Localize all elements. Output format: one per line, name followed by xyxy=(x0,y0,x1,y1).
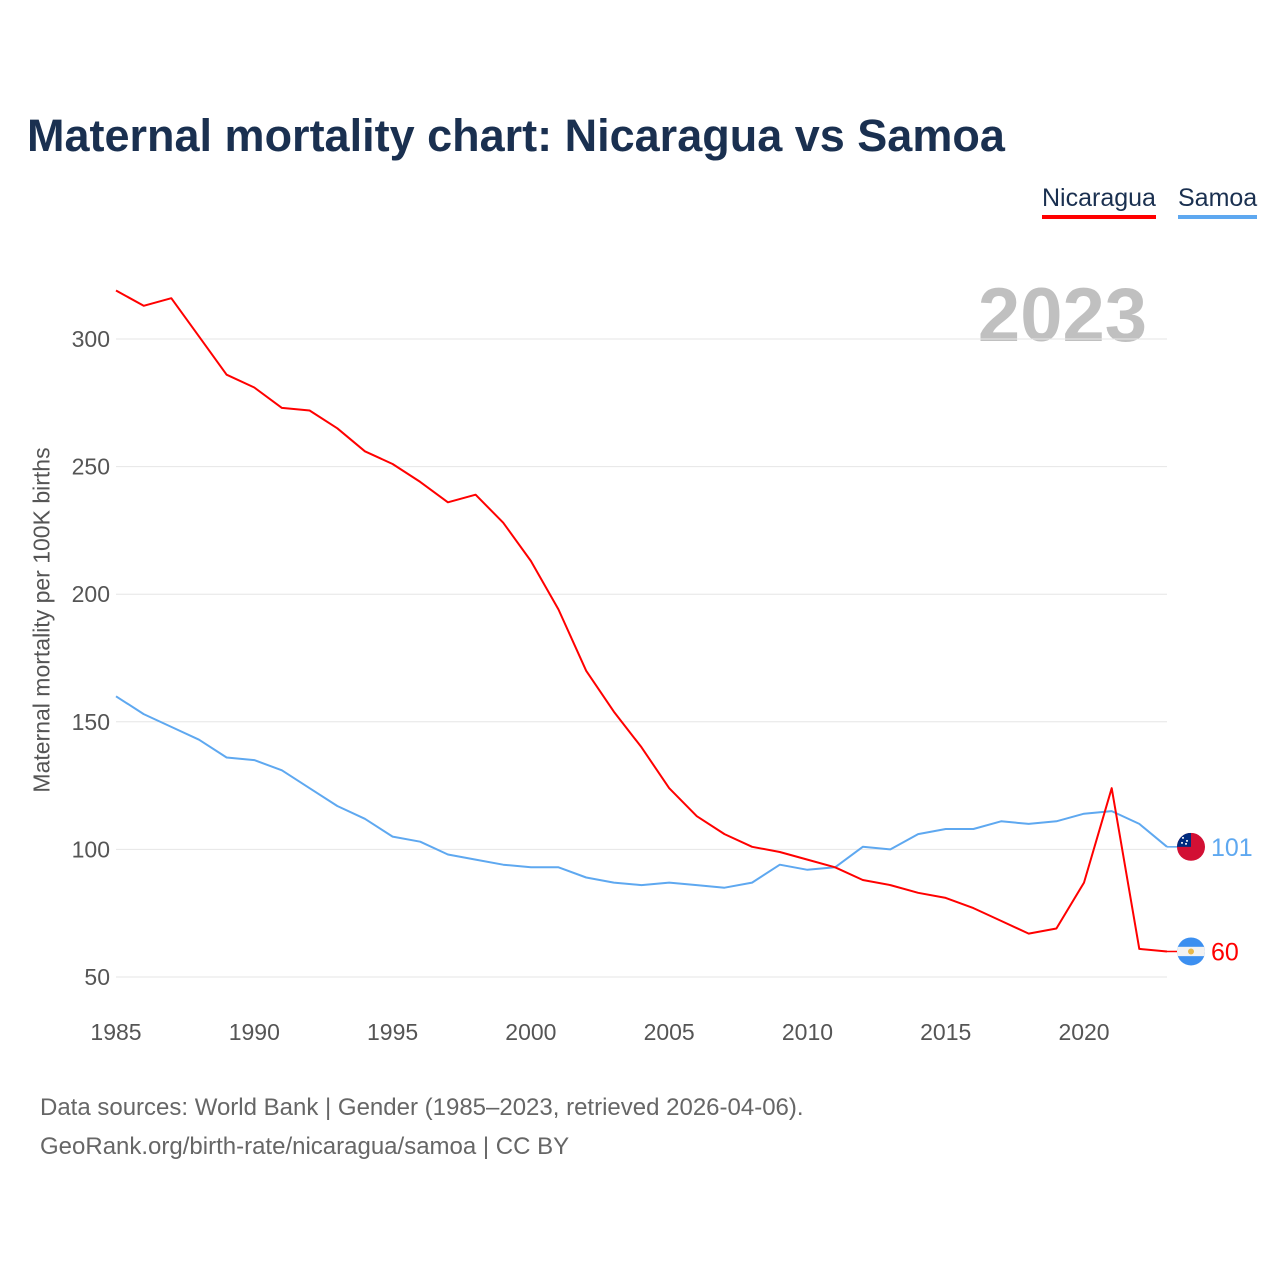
y-tick-label: 250 xyxy=(72,454,110,480)
samoa-flag-icon xyxy=(1177,832,1205,861)
x-tick-label: 1990 xyxy=(229,1019,280,1045)
series-line-nicaragua xyxy=(115,289,1168,953)
current-year-label: 2023 xyxy=(977,273,1147,358)
x-tick-label: 2015 xyxy=(920,1019,971,1045)
source-line-1: Data sources: World Bank | Gender (1985–… xyxy=(40,1094,804,1121)
x-tick-label: 2020 xyxy=(1058,1019,1109,1045)
end-value-label-samoa: 101 xyxy=(1211,834,1253,862)
y-tick-label: 200 xyxy=(72,581,110,607)
x-tick-label: 1995 xyxy=(367,1019,418,1045)
x-tick-label: 2000 xyxy=(505,1019,556,1045)
nicaragua-flag-icon xyxy=(1177,937,1205,966)
x-tick-label: 2005 xyxy=(644,1019,695,1045)
x-tick-label: 1985 xyxy=(90,1019,141,1045)
y-tick-label: 150 xyxy=(72,709,110,735)
end-value-label-nicaragua: 60 xyxy=(1211,938,1239,966)
chart-title: Maternal mortality chart: Nicaragua vs S… xyxy=(27,110,1005,161)
legend-nicaragua[interactable]: Nicaragua xyxy=(1042,184,1156,219)
y-tick-label: 50 xyxy=(84,964,110,990)
y-tick-label: 100 xyxy=(72,836,110,862)
source-note: Data sources: World Bank | Gender (1985–… xyxy=(40,1088,804,1166)
legend-samoa[interactable]: Samoa xyxy=(1178,184,1258,219)
y-tick-label: 300 xyxy=(72,326,110,352)
x-tick-label: 2010 xyxy=(782,1019,833,1045)
series-line-samoa xyxy=(115,695,1168,889)
source-line-2[interactable]: GeoRank.org/birth-rate/nicaragua/samoa |… xyxy=(40,1133,570,1160)
